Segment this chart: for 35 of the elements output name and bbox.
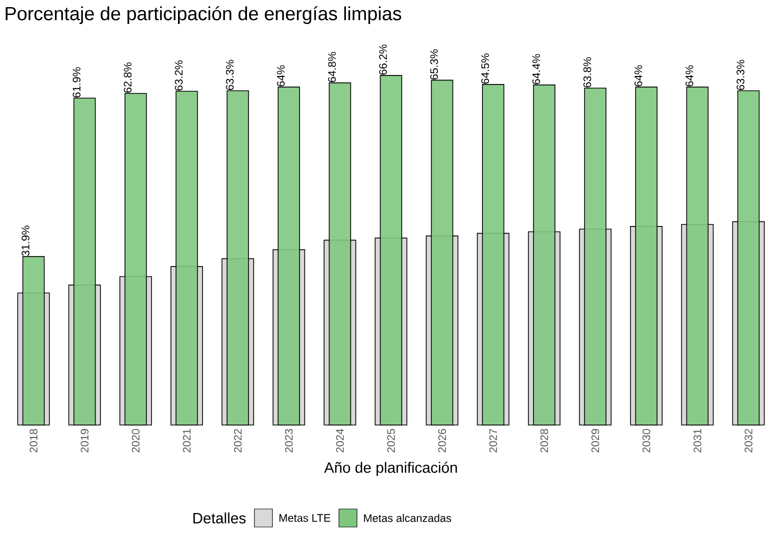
data-label: 64.4% <box>532 54 540 84</box>
x-tick-label: 2020 <box>132 428 140 452</box>
data-label: 64.5% <box>481 54 490 84</box>
x-tick-label: 2030 <box>642 428 650 452</box>
x-tick-label: 2025 <box>387 428 395 452</box>
x-tick-label: 2027 <box>489 429 498 452</box>
data-label: 31.9% <box>22 226 30 256</box>
x-tick-label: 2023 <box>285 429 293 452</box>
data-label: 64.8% <box>328 52 336 82</box>
x-tick-label: 2032 <box>744 429 752 452</box>
data-label: 62.8% <box>124 62 132 93</box>
x-tick-label: 2022 <box>234 429 242 452</box>
data-label: 65.3% <box>430 49 438 80</box>
x-tick-label: 2019 <box>80 429 88 452</box>
x-tick-label: 2018 <box>30 429 38 452</box>
data-label: 63.3% <box>226 60 234 90</box>
data-label: 63.3% <box>736 60 744 90</box>
legend-label: Metas alcanzadas <box>364 514 452 522</box>
x-tick-label: 2031 <box>694 429 702 452</box>
data-label: 66.2% <box>379 44 387 75</box>
x-axis-title: Año de planificación <box>324 462 457 476</box>
data-label: 64% <box>634 65 642 86</box>
data-label: 63.2% <box>174 60 183 91</box>
data-label: 64% <box>686 65 694 86</box>
x-tick-label: 2024 <box>336 428 344 452</box>
legend-label: Metas LTE <box>279 514 330 522</box>
data-label: 63.8% <box>583 57 592 88</box>
legend-title: Detalles <box>193 512 246 524</box>
data-label: 64% <box>277 65 285 86</box>
data-label: 61.9% <box>72 67 80 98</box>
x-tick-label: 2029 <box>591 429 600 452</box>
x-tick-label: 2026 <box>438 429 446 452</box>
x-tick-label: 2028 <box>540 429 548 452</box>
x-tick-label: 2021 <box>182 429 191 452</box>
chart-title: Porcentaje de participación de energías limpias <box>6 6 402 24</box>
